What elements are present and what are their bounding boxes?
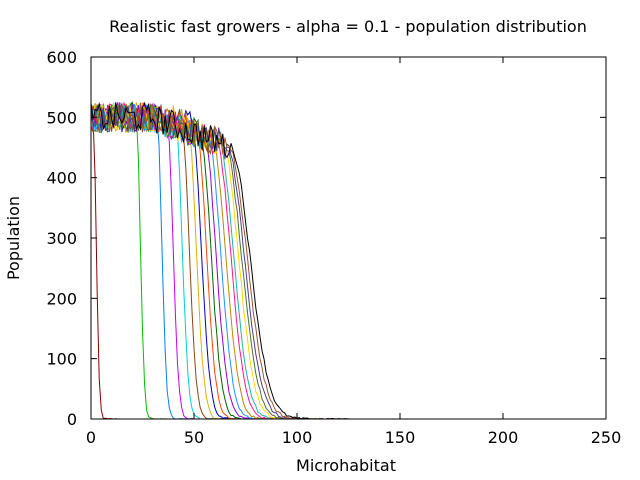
series-line-t20 [90,101,351,420]
y-tick-label: 400 [46,169,77,188]
plot-border [90,56,607,420]
y-tick-label: 0 [67,410,77,429]
x-tick-label: 100 [282,428,313,447]
y-tick-label: 500 [46,108,77,127]
x-axis-label: Microhabitat [296,456,396,475]
y-tick-label: 600 [46,48,77,67]
chart-title: Realistic fast growers - alpha = 0.1 - p… [109,17,587,36]
x-tick-label: 150 [385,428,416,447]
y-tick-label: 300 [46,229,77,248]
axes-layer: 0 50 100 150 200 250 0 100 200 300 400 500 600 [46,48,621,447]
y-tick-label: 100 [46,350,77,369]
x-tick-label: 0 [86,428,96,447]
y-tick-label: 200 [46,289,77,308]
x-tick-label: 50 [184,428,204,447]
x-tick-label: 250 [591,428,622,447]
x-tick-label: 200 [488,428,519,447]
y-axis-label: Population [4,196,23,280]
